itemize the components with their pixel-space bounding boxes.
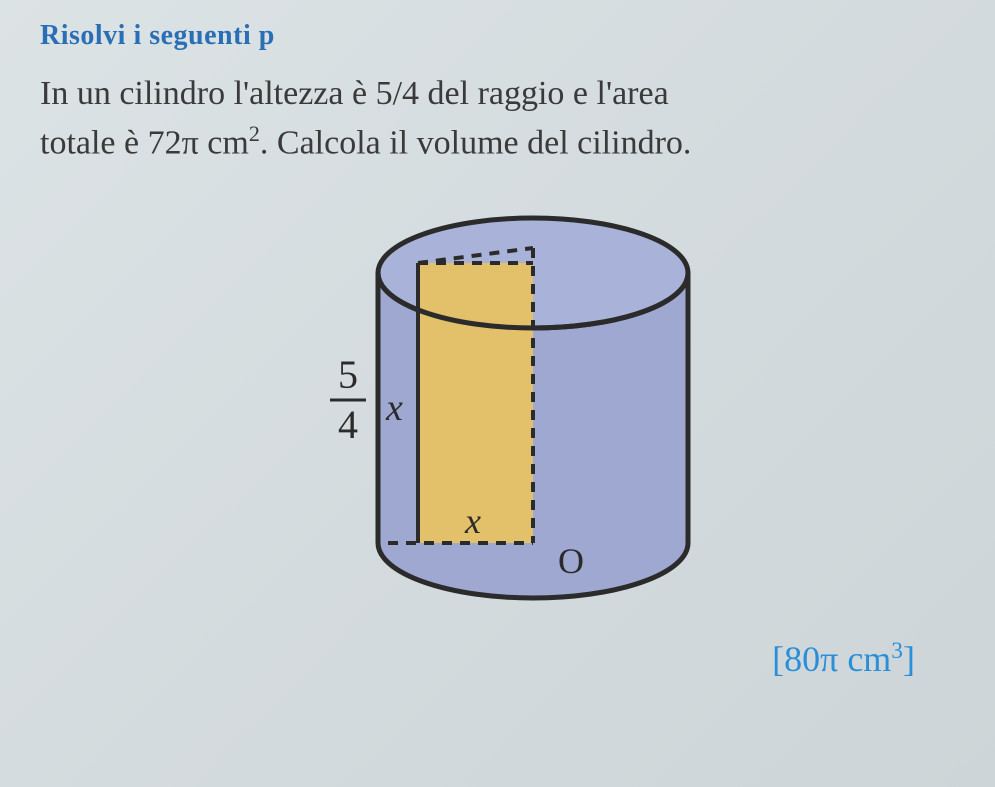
problem-line2-suffix: . Calcola il volume del cilindro.	[260, 125, 692, 162]
section-header-fragment: Risolvi i seguenti p	[40, 20, 955, 52]
center-label: O	[558, 541, 584, 581]
problem-line1: In un cilindro l'altezza è 5/4 del raggi…	[40, 75, 669, 112]
answer-row: [80π cm3]	[40, 638, 955, 680]
answer-pi: π	[820, 639, 838, 679]
answer-bracket-open: [	[772, 639, 784, 679]
answer-bracket-close: ]	[903, 639, 915, 679]
cylinder-diagram: 5 4 x x O	[218, 188, 778, 628]
answer-unit: cm	[838, 639, 891, 679]
height-fraction-num: 5	[338, 352, 358, 397]
problem-exponent: 2	[249, 121, 260, 146]
problem-statement: In un cilindro l'altezza è 5/4 del raggi…	[40, 70, 955, 168]
height-fraction-den: 4	[338, 402, 358, 447]
answer-box: [80π cm3]	[772, 639, 915, 679]
radius-label: x	[464, 501, 481, 541]
answer-value: 80	[784, 639, 820, 679]
problem-pi: π	[182, 125, 199, 162]
page: Risolvi i seguenti p In un cilindro l'al…	[0, 0, 995, 787]
problem-line2-prefix: totale è 72	[40, 125, 182, 162]
height-variable: x	[385, 387, 403, 429]
answer-exponent: 3	[891, 638, 903, 664]
